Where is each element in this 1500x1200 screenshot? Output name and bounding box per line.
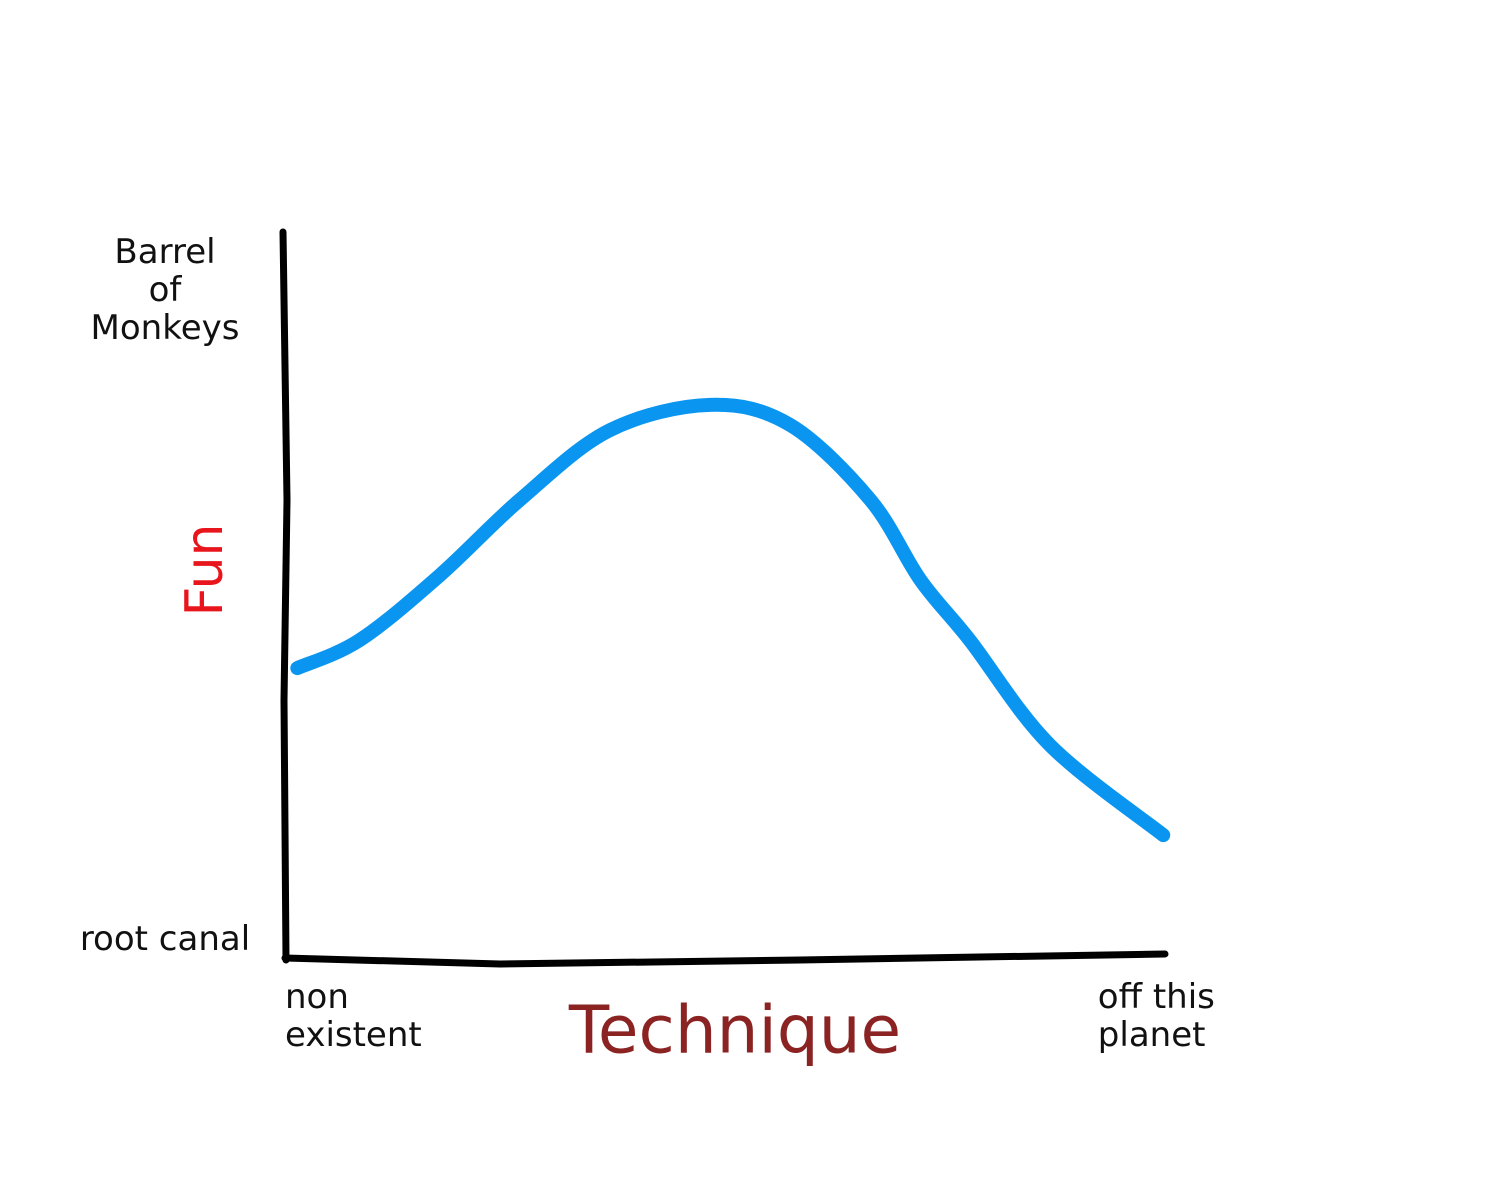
x-axis-title: Technique	[568, 991, 902, 1069]
y-axis	[279, 228, 291, 964]
x-axis	[281, 950, 1169, 968]
curve	[290, 397, 1171, 843]
x-tick-label: off this planet	[1097, 977, 1215, 1055]
y-axis-title: Fun	[175, 523, 235, 617]
y-tick-label: root canal	[79, 919, 251, 959]
y-tick-label: Barrel of Monkeys	[90, 232, 240, 348]
x-tick-label: non existent	[285, 977, 422, 1055]
